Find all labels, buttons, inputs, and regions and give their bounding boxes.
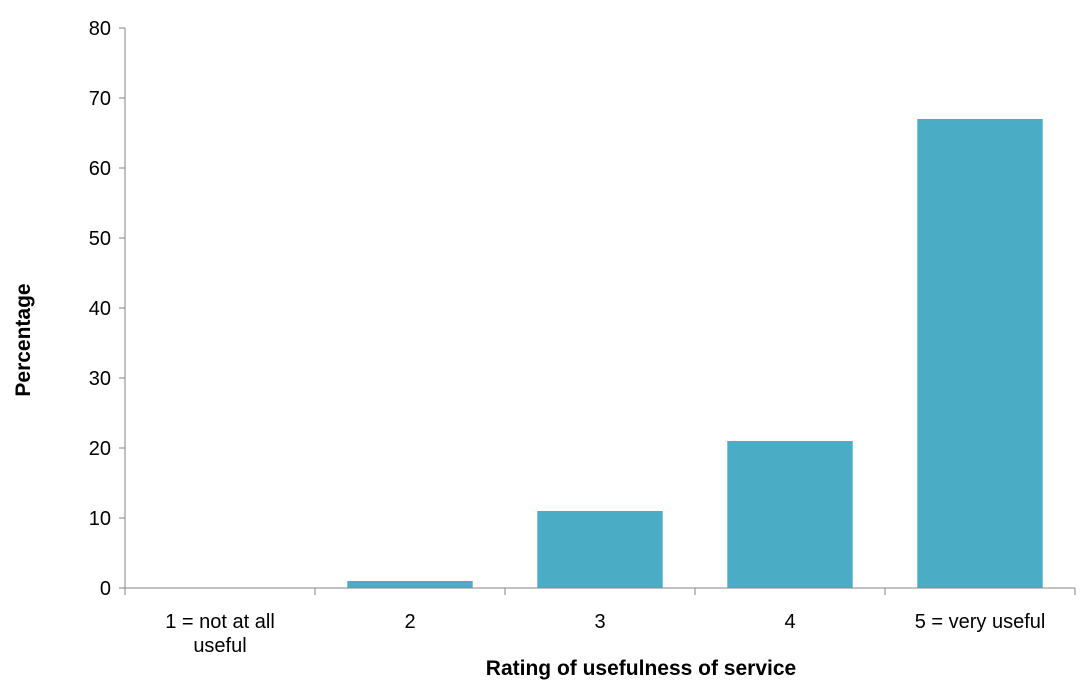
x-tick-label: useful: [193, 635, 246, 657]
y-tick-label: 10: [89, 508, 111, 530]
y-tick-label: 60: [89, 158, 111, 180]
y-tick-label: 80: [89, 18, 111, 40]
bars-group: [347, 119, 1043, 588]
x-tick-label: 1 = not at all: [165, 611, 275, 633]
x-tick-label: 5 = very useful: [915, 611, 1046, 633]
y-tick-label: 70: [89, 88, 111, 110]
y-tick-label: 40: [89, 298, 111, 320]
y-tick-label: 0: [100, 578, 111, 600]
bar-3: [537, 511, 663, 588]
y-tick-label: 50: [89, 228, 111, 250]
bar-5: [917, 119, 1043, 588]
x-tick-label: 4: [784, 611, 795, 633]
y-axis-title: Percentage: [12, 283, 35, 396]
y-axis-tick-labels: 0 10 20 30 40 50 60 70 80: [89, 18, 111, 600]
y-tick-label: 30: [89, 368, 111, 390]
y-tick-label: 20: [89, 438, 111, 460]
x-tick-label: 2: [404, 611, 415, 633]
bar-4: [727, 441, 853, 588]
bar-2: [347, 581, 473, 588]
x-axis-title: Rating of usefulness of service: [486, 657, 796, 680]
x-axis-ticks: [124, 588, 1076, 595]
x-tick-label: 3: [594, 611, 605, 633]
y-axis-ticks: [119, 27, 125, 589]
